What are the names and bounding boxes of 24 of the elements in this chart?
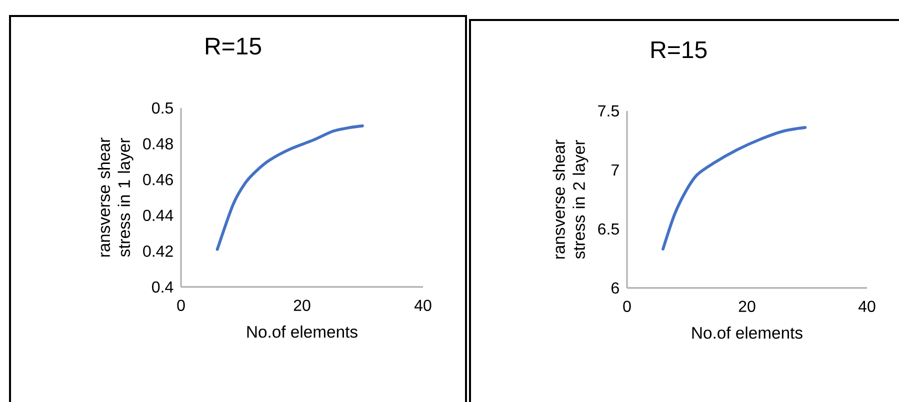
y-axis-title: ransverse shear stress in 1 layer (98, 138, 134, 257)
y-tick-label: 0.44 (143, 210, 174, 222)
y-tick-label: 0.48 (143, 138, 173, 150)
y-tick-label: 0.42 (143, 246, 173, 257)
y-tick-label: 6.5 (598, 223, 619, 235)
chart-title: R=15 (206, 38, 262, 55)
x-tick-label: 20 (738, 300, 756, 312)
y-tick-label: 7.5 (598, 105, 619, 117)
x-tick-label: 40 (858, 300, 876, 312)
x-tick-label: 20 (294, 300, 310, 312)
y-tick-label: 6 (612, 282, 619, 294)
y-axis-title: ransverse shear stress in 2 layer (552, 140, 588, 259)
line-series (216, 124, 364, 251)
x-tick-label: 0 (177, 300, 185, 312)
x-axis-title: No.of elements (247, 326, 358, 338)
y-tick-label: 7 (612, 164, 619, 176)
x-tick-label: 40 (414, 300, 432, 312)
chart-title: R=15 (652, 42, 707, 58)
line-series (662, 126, 807, 251)
y-tick-label: 0.4 (152, 281, 174, 293)
y-tick-label: 0.46 (143, 174, 173, 186)
y-tick-label: 0.5 (152, 102, 173, 114)
x-axis-title: No.of elements (692, 326, 802, 339)
x-tick-label: 0 (623, 300, 631, 312)
